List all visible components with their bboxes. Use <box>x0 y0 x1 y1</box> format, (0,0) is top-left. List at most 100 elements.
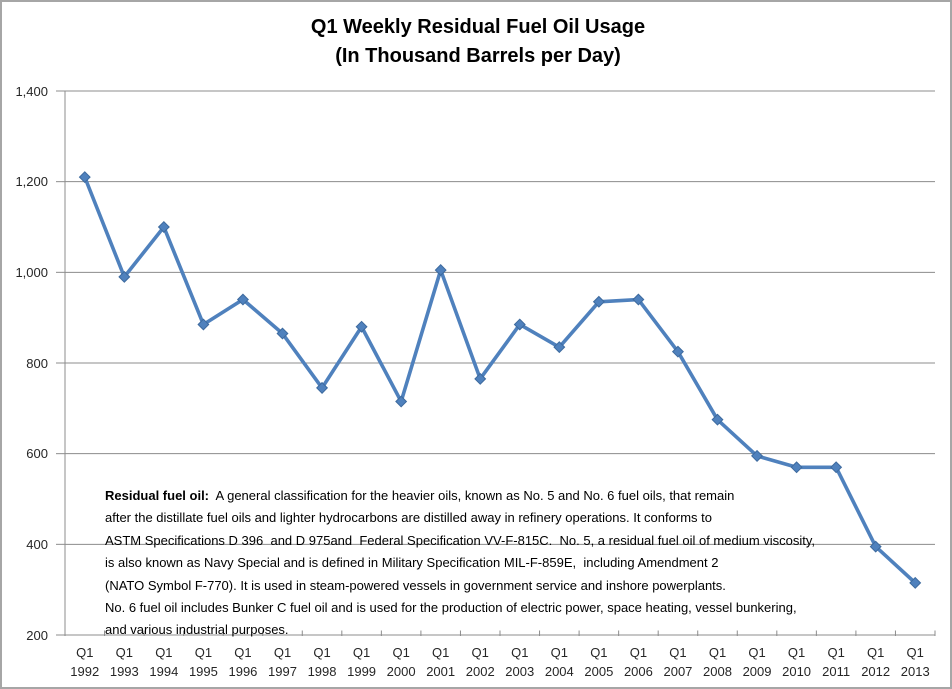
x-axis-tick-label: Q1 1994 <box>142 643 186 681</box>
x-axis-tick-label-year: 1997 <box>268 664 297 679</box>
y-axis-tick-label: 1,400 <box>15 83 48 99</box>
x-axis-tick-label-year: 1993 <box>109 664 139 679</box>
x-axis-tick-label: Q1 1993 <box>102 643 146 681</box>
x-axis-tick-label-quarter: Q1 <box>511 645 529 660</box>
data-point-marker <box>553 341 566 354</box>
chart-subtitle: (In Thousand Barrels per Day) <box>335 45 621 67</box>
x-axis-tick-label-quarter: Q1 <box>669 645 687 660</box>
data-point-marker <box>790 461 803 474</box>
x-axis-tick-label-year: 2012 <box>861 664 891 679</box>
data-point-marker <box>909 576 922 589</box>
x-axis-tick-label-quarter: Q1 <box>194 645 213 660</box>
y-axis-tick-label: 400 <box>26 536 48 552</box>
x-axis-tick-label-year: 1998 <box>307 664 337 679</box>
x-axis-tick-label-quarter: Q1 <box>867 645 885 660</box>
x-axis-tick-label: Q1 1995 <box>181 643 225 681</box>
data-point-marker <box>474 372 487 385</box>
annotation-line: Residual fuel oil: A general classificat… <box>105 485 815 507</box>
x-axis-tick-label-quarter: Q1 <box>748 645 766 660</box>
y-axis-tick-label: 800 <box>26 355 48 371</box>
x-axis-tick-label-quarter: Q1 <box>392 645 410 660</box>
x-axis-tick-label-quarter: Q1 <box>313 645 331 660</box>
chart-title-block: Q1 Weekly Residual Fuel Oil Usage (In Th… <box>2 13 950 71</box>
data-point-marker <box>236 293 249 306</box>
y-axis-tick-label: 1,200 <box>15 174 48 190</box>
x-axis-tick-label-quarter: Q1 <box>432 645 450 660</box>
annotation-line: (NATO Symbol F-770). It is used in steam… <box>105 577 726 593</box>
y-axis-tick-label: 200 <box>26 627 48 643</box>
x-axis-tick-label-year: 2004 <box>544 664 574 679</box>
x-axis-tick-label-year: 2013 <box>900 664 930 679</box>
x-axis-tick-label-quarter: Q1 <box>273 645 292 660</box>
data-point-marker <box>316 381 329 394</box>
x-axis-tick-label: Q1 2012 <box>854 643 898 681</box>
x-axis-tick-label: Q1 1992 <box>63 643 107 681</box>
y-axis-tick-label: 600 <box>26 446 48 462</box>
x-axis-tick-label-year: 1995 <box>188 664 218 679</box>
x-axis-tick-label-quarter: Q1 <box>76 645 94 660</box>
x-axis-tick-label-quarter: Q1 <box>906 645 924 660</box>
x-axis-tick-label-year: 2006 <box>623 664 653 679</box>
x-axis-tick-label-quarter: Q1 <box>550 645 568 660</box>
x-axis-tick-label-year: 1999 <box>347 664 377 679</box>
x-axis-tick-label: Q1 1996 <box>221 643 265 681</box>
x-axis-tick-label: Q1 1999 <box>340 643 384 681</box>
data-line <box>82 175 918 585</box>
data-point-marker <box>869 540 882 553</box>
x-axis-tick-label-quarter: Q1 <box>155 645 173 660</box>
x-axis-tick-label-year: 2001 <box>426 664 456 679</box>
x-axis-tick-label-year: 2000 <box>386 664 416 679</box>
x-axis-tick-label-quarter: Q1 <box>827 645 845 660</box>
x-axis-tick-label-quarter: Q1 <box>352 645 371 660</box>
x-axis-tick-label-year: 1992 <box>70 664 100 679</box>
annotation-line: is also known as Navy Special and is def… <box>105 555 719 571</box>
x-axis-tick-label-year: 1996 <box>228 664 258 679</box>
x-axis-tick-label-year: 2005 <box>584 664 614 679</box>
x-axis-tick-label-quarter: Q1 <box>471 645 489 660</box>
x-axis-tick-label-quarter: Q1 <box>787 645 806 660</box>
annotation-text-block: Residual fuel oil: A general classificat… <box>105 485 815 642</box>
x-axis-tick-label-year: 2002 <box>465 664 495 679</box>
x-axis-tick-label-year: 2011 <box>822 664 851 679</box>
x-axis-tick-label: Q1 2004 <box>537 643 581 681</box>
x-axis-tick-label: Q1 2006 <box>616 643 660 681</box>
x-axis-tick-label-year: 2008 <box>703 664 732 679</box>
x-axis-tick-label: Q1 2010 <box>775 643 819 681</box>
data-point-marker <box>632 293 645 306</box>
x-axis-tick-label: Q1 1997 <box>261 643 305 681</box>
data-point-marker <box>197 318 210 331</box>
x-axis-tick-label-year: 2007 <box>663 664 693 679</box>
x-axis-tick-label: Q1 2001 <box>419 643 463 681</box>
x-axis-tick-label: Q1 2002 <box>458 643 502 681</box>
data-point-marker <box>592 295 605 308</box>
x-axis-tick-label-year: 1994 <box>149 664 179 679</box>
data-point-marker <box>751 449 764 462</box>
x-axis-tick-label: Q1 2007 <box>656 643 700 681</box>
annotation-line: ASTM Specifications D 396 and D 975and F… <box>105 532 816 548</box>
chart-title: Q1 Weekly Residual Fuel Oil Usage <box>310 16 646 38</box>
x-axis-tick-label-year: 2010 <box>782 664 812 679</box>
data-point-marker <box>711 413 724 426</box>
x-axis-tick-label: Q1 2003 <box>498 643 542 681</box>
x-axis-tick-label: Q1 2013 <box>893 643 937 681</box>
x-axis-tick-label-quarter: Q1 <box>708 645 727 660</box>
annotation-line: and various industrial purposes. <box>105 622 289 638</box>
y-axis-tick-label: 1,000 <box>15 264 48 280</box>
data-point-marker <box>276 327 289 340</box>
data-point-marker <box>157 220 170 234</box>
data-point-marker <box>355 320 368 333</box>
x-axis-tick-label: Q1 2005 <box>577 643 621 681</box>
x-axis-tick-label-quarter: Q1 <box>115 645 133 660</box>
annotation-line: after the distillate fuel oils and light… <box>105 510 712 526</box>
data-point-marker <box>78 171 91 184</box>
data-point-marker <box>395 395 408 408</box>
x-axis-tick-label: Q1 2008 <box>696 643 740 681</box>
data-point-marker <box>671 345 684 358</box>
x-axis-tick-label-year: 2009 <box>742 664 772 679</box>
x-axis-tick-label: Q1 2000 <box>379 643 423 681</box>
x-axis-tick-label-quarter: Q1 <box>234 645 252 660</box>
data-point-marker <box>434 264 447 277</box>
annotation-line-1-rest: A general classification for the heavier… <box>209 488 735 503</box>
